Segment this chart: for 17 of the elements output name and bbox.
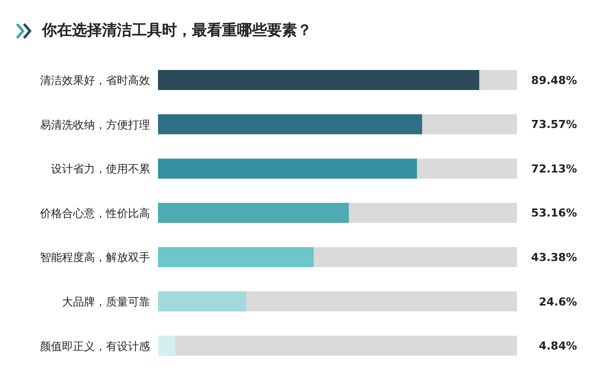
y-tick-label: 设计省力，使用不累 [51,162,150,176]
bar [158,336,176,356]
data-label: 89.48% [531,74,577,87]
data-label: 4.84% [538,340,577,353]
chart-title: 你在选择清洁工具时，最看重哪些要素？ [42,21,312,40]
data-label: 24.6% [538,295,577,308]
y-tick-label: 易清洗收纳，方便打理 [40,118,150,132]
y-tick-label: 智能程度高，解放双手 [40,251,150,264]
data-label: 72.13% [531,162,577,176]
data-label: 53.16% [531,206,577,220]
data-label: 43.38% [531,250,577,264]
y-tick-label: 大品牌，质量可靠 [62,295,150,308]
bar [158,291,246,312]
y-tick-label: 清洁效果好，省时高效 [40,74,150,88]
data-label: 73.57% [531,118,577,132]
y-tick-label: 颜值即正义，有设计感 [40,340,150,353]
y-tick-label: 价格合心意，性价比高 [39,206,150,220]
